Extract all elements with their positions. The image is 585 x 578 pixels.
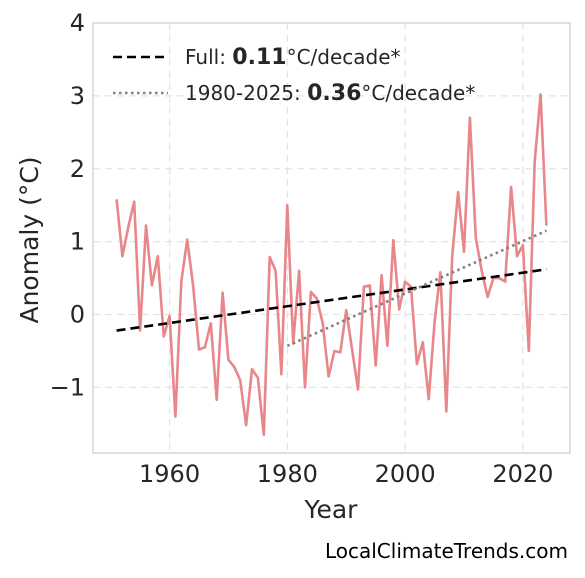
legend-full-prefix: Full: — [185, 45, 232, 69]
legend-recent-suffix: °C/decade* — [361, 81, 475, 105]
tick-labels: 1960 1980 2000 2020 −1 0 1 2 3 4 — [50, 9, 554, 488]
site-credit: LocalClimateTrends.com — [325, 539, 568, 563]
y-tick-label-3: 2 — [70, 155, 85, 183]
y-tick-label-1: 0 — [70, 301, 85, 329]
recent-trend-line — [286, 229, 547, 348]
x-tick-label-2000: 2000 — [375, 460, 436, 488]
legend-full-value: 0.11 — [232, 45, 286, 70]
plot-frame — [92, 22, 571, 454]
legend-recent-value: 0.36 — [307, 81, 361, 106]
x-tick-label-1960: 1960 — [139, 460, 200, 488]
x-axis-title: Year — [304, 495, 359, 524]
y-axis-title: Anomaly (°C) — [15, 156, 44, 323]
y-tick-label-0: −1 — [50, 373, 85, 401]
grid-lines — [93, 23, 570, 453]
legend: Full: 0.11°C/decade* 1980-2025: 0.36°C/d… — [113, 45, 475, 106]
y-tick-label-2: 1 — [70, 228, 85, 256]
full-trend-line — [116, 268, 547, 332]
anomaly-series-line — [115, 93, 548, 437]
y-tick-label-5: 4 — [70, 9, 85, 37]
x-tick-label-1980: 1980 — [257, 460, 318, 488]
y-tick-label-4: 3 — [70, 82, 85, 110]
legend-label-full-trend: Full: 0.11°C/decade* — [185, 45, 401, 70]
series-layer — [115, 93, 548, 437]
legend-recent-prefix: 1980-2025: — [185, 81, 307, 105]
legend-label-recent-trend: 1980-2025: 0.36°C/decade* — [185, 81, 475, 106]
x-tick-label-2020: 2020 — [492, 460, 553, 488]
legend-full-suffix: °C/decade* — [287, 45, 401, 69]
